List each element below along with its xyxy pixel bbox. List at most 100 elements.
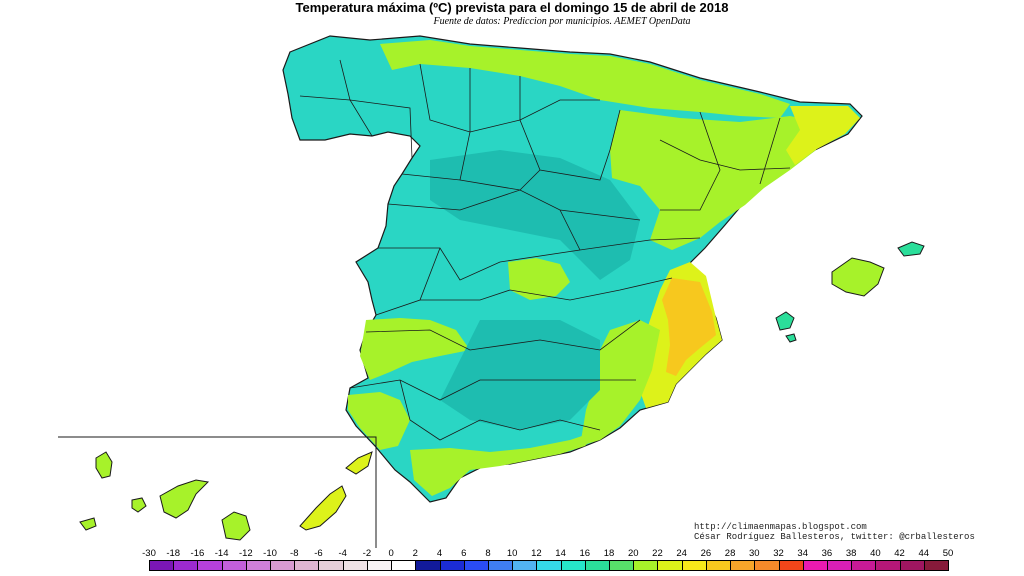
border-line <box>299 95 413 159</box>
island-ibiza <box>775 311 795 331</box>
zone-central-plateau <box>508 258 570 300</box>
legend-swatch <box>778 560 804 571</box>
legend-label: 36 <box>821 548 833 559</box>
legend-label: 30 <box>749 548 760 559</box>
island-menorca <box>897 241 925 257</box>
legend-swatch <box>705 560 732 571</box>
credits: http://climaenmapas.blogspot.com César R… <box>694 522 975 542</box>
island-formentera <box>785 333 797 343</box>
legend-label: 12 <box>531 548 542 559</box>
legend-swatch <box>536 560 562 571</box>
legend-swatch <box>294 560 320 571</box>
legend-swatch <box>875 560 901 571</box>
legend-label: 44 <box>918 548 930 559</box>
legend-label: 22 <box>652 548 663 559</box>
island-lanzarote <box>345 451 373 475</box>
canary-inset <box>58 436 377 548</box>
border-line <box>659 139 791 171</box>
legend-label: 0 <box>388 548 394 559</box>
legend-label: 10 <box>506 548 518 559</box>
border-line <box>420 277 673 301</box>
legend-swatch <box>802 560 828 571</box>
legend-swatch <box>318 560 344 571</box>
legend-label: -18 <box>166 548 181 559</box>
legend-swatch <box>512 560 538 571</box>
island-la-gomera <box>131 497 147 513</box>
legend-label: -4 <box>338 548 347 559</box>
province-borders <box>299 59 791 441</box>
legend-swatch <box>366 560 393 571</box>
zone-cool-south <box>440 320 600 430</box>
border-line <box>365 319 641 351</box>
border-line <box>401 68 471 181</box>
border-line <box>519 76 621 181</box>
border-line <box>660 111 721 211</box>
legend-swatch <box>221 560 247 571</box>
legend-swatch <box>923 560 949 571</box>
legend-swatch <box>197 560 223 571</box>
legend-label: 20 <box>627 548 639 559</box>
zone-extremadura <box>360 318 470 380</box>
legend-swatch <box>463 560 489 571</box>
inset-frame <box>58 436 377 548</box>
legend-label: 24 <box>676 548 687 559</box>
legend-swatch <box>609 560 635 571</box>
border-line <box>559 209 701 251</box>
legend-label: -8 <box>290 548 299 559</box>
legend-swatch <box>391 560 417 571</box>
zone-south-coast <box>410 430 600 496</box>
island-tenerife <box>159 479 210 519</box>
legend-label: 28 <box>724 548 736 559</box>
legend-label: -12 <box>238 548 253 559</box>
legend-label: 2 <box>412 548 418 559</box>
border-line <box>399 379 601 441</box>
island-mallorca <box>831 257 885 297</box>
island-gran-canaria <box>221 511 251 541</box>
zone-southwest <box>348 392 410 450</box>
island-fuerteventura <box>299 485 347 531</box>
credit-author: César Rodríguez Ballesteros, twitter: @c… <box>694 532 975 542</box>
legend-label: 14 <box>555 548 566 559</box>
legend-label: 26 <box>700 548 712 559</box>
legend-swatch <box>173 560 199 571</box>
legend-swatch <box>560 560 586 571</box>
color-legend: -30 -18 -16 -14 -12 -10 -8 -6 -4 -2 0 2 4 6 8 10 12 14 16 1… <box>0 548 1024 576</box>
legend-label: -14 <box>214 548 229 559</box>
legend-label: -2 <box>362 548 372 559</box>
legend-swatch <box>851 560 877 571</box>
legend-swatch <box>826 560 853 571</box>
map-subtitle: Fuente de datos: Prediccion por municipi… <box>433 16 691 27</box>
legend-swatch <box>415 560 441 571</box>
legend-swatch <box>245 560 272 571</box>
zone-cool-center <box>430 150 640 280</box>
legend-label: 50 <box>942 548 954 559</box>
island-la-palma <box>95 451 113 479</box>
zone-north-coast <box>380 40 790 118</box>
legend-label: -16 <box>190 548 205 559</box>
legend-label: 42 <box>894 548 905 559</box>
legend-swatch <box>342 560 368 571</box>
legend-label: 6 <box>461 548 467 559</box>
legend-label: -10 <box>263 548 277 559</box>
legend-label: 4 <box>436 548 443 559</box>
legend-label: 32 <box>773 548 784 559</box>
balearic-islands <box>775 241 925 343</box>
legend-swatch <box>584 560 611 571</box>
border-line <box>419 63 600 133</box>
legend-swatch <box>149 560 175 571</box>
zone-valencia-hot <box>662 278 716 376</box>
legend-swatch <box>439 560 465 571</box>
legend-label: 18 <box>603 548 615 559</box>
legend-swatch <box>754 560 780 571</box>
credit-url[interactable]: http://climaenmapas.blogspot.com <box>694 522 867 532</box>
legend-swatch <box>681 560 707 571</box>
legend-label: 16 <box>579 548 591 559</box>
legend-swatch <box>487 560 514 571</box>
legend-swatch <box>899 560 925 571</box>
map-title: Temperatura máxima (ºC) prevista para el… <box>295 0 729 15</box>
legend-swatch <box>270 560 296 571</box>
zone-catalonia-warm <box>786 106 860 165</box>
legend-label: -30 <box>142 548 156 559</box>
border-line <box>387 189 641 221</box>
